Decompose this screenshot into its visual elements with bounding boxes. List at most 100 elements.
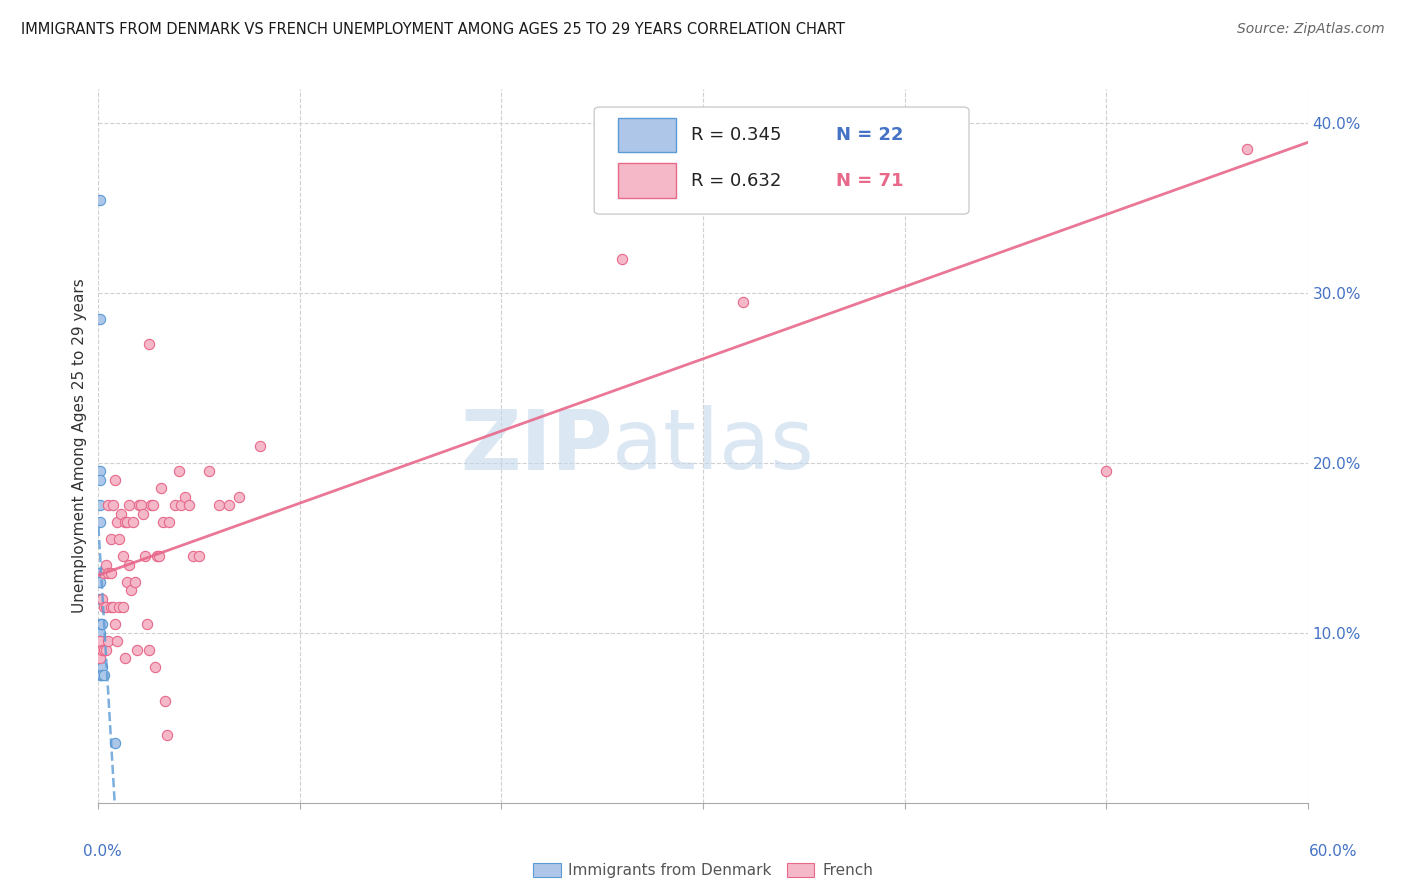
FancyBboxPatch shape — [619, 118, 676, 152]
Point — [91, 643, 114, 657]
Point — [132, 507, 155, 521]
Point — [100, 600, 122, 615]
Point — [89, 634, 111, 648]
Point — [89, 668, 111, 682]
Text: ZIP: ZIP — [460, 406, 612, 486]
Point — [89, 465, 111, 479]
Point — [89, 566, 111, 581]
Point — [153, 694, 176, 708]
Point — [167, 465, 190, 479]
Point — [103, 617, 125, 632]
Point — [143, 660, 166, 674]
Point — [89, 574, 111, 589]
Point — [118, 558, 141, 572]
Point — [188, 549, 211, 564]
Point — [93, 643, 115, 657]
Point — [111, 549, 134, 564]
Text: N = 71: N = 71 — [837, 171, 904, 189]
Text: 0.0%: 0.0% — [83, 845, 122, 859]
FancyBboxPatch shape — [619, 163, 676, 198]
Point — [110, 507, 132, 521]
Point — [1095, 465, 1118, 479]
Point — [103, 473, 125, 487]
Point — [90, 617, 112, 632]
Point — [90, 668, 112, 682]
Text: IMMIGRANTS FROM DENMARK VS FRENCH UNEMPLOYMENT AMONG AGES 25 TO 29 YEARS CORRELA: IMMIGRANTS FROM DENMARK VS FRENCH UNEMPL… — [21, 22, 845, 37]
Point — [208, 499, 231, 513]
Point — [138, 643, 160, 657]
Point — [198, 465, 221, 479]
Point — [114, 651, 136, 665]
Point — [100, 533, 122, 547]
Text: 60.0%: 60.0% — [1309, 845, 1357, 859]
Point — [89, 193, 111, 207]
Point — [152, 516, 174, 530]
Point — [89, 634, 111, 648]
Point — [149, 482, 172, 496]
Point — [128, 499, 150, 513]
Point — [115, 574, 138, 589]
Point — [125, 643, 148, 657]
Point — [97, 634, 120, 648]
Point — [100, 566, 122, 581]
Point — [91, 668, 114, 682]
Point — [96, 600, 118, 615]
FancyBboxPatch shape — [595, 107, 969, 214]
Point — [135, 617, 157, 632]
Point — [107, 533, 129, 547]
Point — [105, 516, 128, 530]
Point — [121, 516, 143, 530]
Point — [156, 728, 179, 742]
Point — [146, 549, 169, 564]
Point — [93, 600, 115, 615]
Point — [101, 499, 124, 513]
Legend: Immigrants from Denmark, French: Immigrants from Denmark, French — [527, 856, 879, 884]
Point — [91, 643, 114, 657]
Text: R = 0.345: R = 0.345 — [690, 126, 782, 144]
Point — [129, 499, 152, 513]
Text: atlas: atlas — [612, 406, 814, 486]
Point — [157, 516, 180, 530]
Point — [89, 473, 111, 487]
Point — [148, 549, 170, 564]
Point — [142, 499, 165, 513]
Point — [96, 558, 118, 572]
Point — [91, 660, 114, 674]
Point — [96, 643, 118, 657]
Point — [181, 549, 204, 564]
Point — [89, 499, 111, 513]
Point — [89, 626, 111, 640]
Point — [138, 337, 160, 351]
Point — [170, 499, 193, 513]
Point — [97, 566, 120, 581]
Point — [107, 600, 129, 615]
Point — [89, 516, 111, 530]
Point — [174, 490, 197, 504]
Point — [249, 439, 271, 453]
Point — [163, 499, 186, 513]
Point — [89, 617, 111, 632]
Point — [124, 574, 146, 589]
Point — [89, 311, 111, 326]
Point — [89, 651, 111, 665]
Point — [105, 634, 128, 648]
Point — [97, 499, 120, 513]
Point — [114, 516, 136, 530]
Text: N = 22: N = 22 — [837, 126, 904, 144]
Point — [103, 736, 125, 750]
Point — [91, 617, 114, 632]
Point — [89, 591, 111, 606]
Point — [93, 566, 115, 581]
Point — [111, 600, 134, 615]
Point — [218, 499, 240, 513]
Point — [89, 651, 111, 665]
Point — [93, 668, 115, 682]
Point — [733, 294, 755, 309]
Text: Source: ZipAtlas.com: Source: ZipAtlas.com — [1237, 22, 1385, 37]
Point — [115, 516, 138, 530]
Point — [101, 600, 124, 615]
Point — [134, 549, 156, 564]
Point — [139, 499, 162, 513]
Y-axis label: Unemployment Among Ages 25 to 29 years: Unemployment Among Ages 25 to 29 years — [72, 278, 87, 614]
Point — [1236, 142, 1258, 156]
